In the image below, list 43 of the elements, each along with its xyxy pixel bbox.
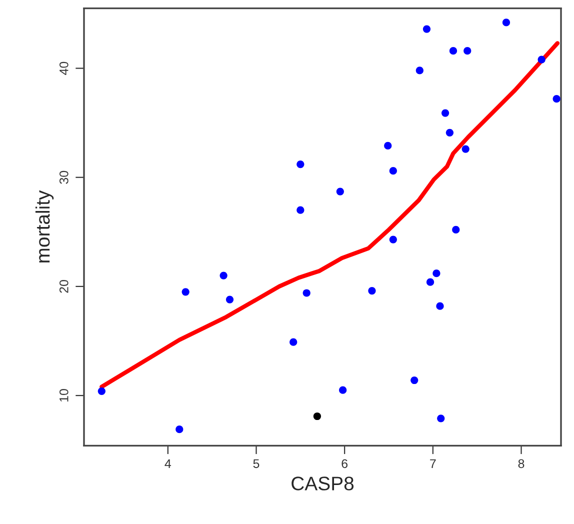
point: [462, 145, 470, 153]
point: [538, 56, 546, 64]
point: [436, 302, 444, 310]
point: [464, 47, 472, 55]
x-tick-label: 5: [253, 459, 260, 468]
point: [302, 289, 310, 297]
point: [313, 412, 322, 420]
point: [432, 270, 440, 278]
point: [441, 109, 450, 117]
point: [336, 188, 344, 196]
point: [449, 47, 458, 55]
point: [426, 278, 434, 286]
point: [220, 272, 228, 280]
x-tick-label: 7: [430, 459, 436, 468]
y-tick-label: 20: [59, 280, 68, 293]
point: [290, 338, 298, 346]
point: [176, 426, 184, 434]
point: [296, 160, 304, 168]
point: [410, 376, 418, 384]
point: [452, 226, 460, 234]
point: [446, 128, 454, 136]
x-tick-label: 4: [164, 459, 172, 468]
y-axis-title: mortality: [35, 190, 54, 262]
point: [384, 142, 392, 150]
point: [368, 287, 376, 295]
point: [226, 296, 234, 304]
x-axis-title: CASP8: [292, 476, 354, 490]
point: [502, 18, 510, 26]
point: [339, 386, 347, 394]
x-tick-label: 8: [518, 459, 524, 468]
point: [98, 387, 106, 395]
y-tick-label: 40: [59, 62, 68, 75]
point: [552, 95, 560, 103]
point: [422, 25, 431, 33]
y-tick-label: 30: [59, 170, 68, 184]
point: [389, 167, 397, 175]
point: [296, 206, 304, 214]
y-tick-label: 10: [59, 389, 68, 402]
x-tick-label: 6: [342, 459, 348, 468]
point: [182, 288, 190, 296]
point: [437, 414, 445, 422]
point: [416, 66, 424, 74]
point: [389, 236, 397, 244]
